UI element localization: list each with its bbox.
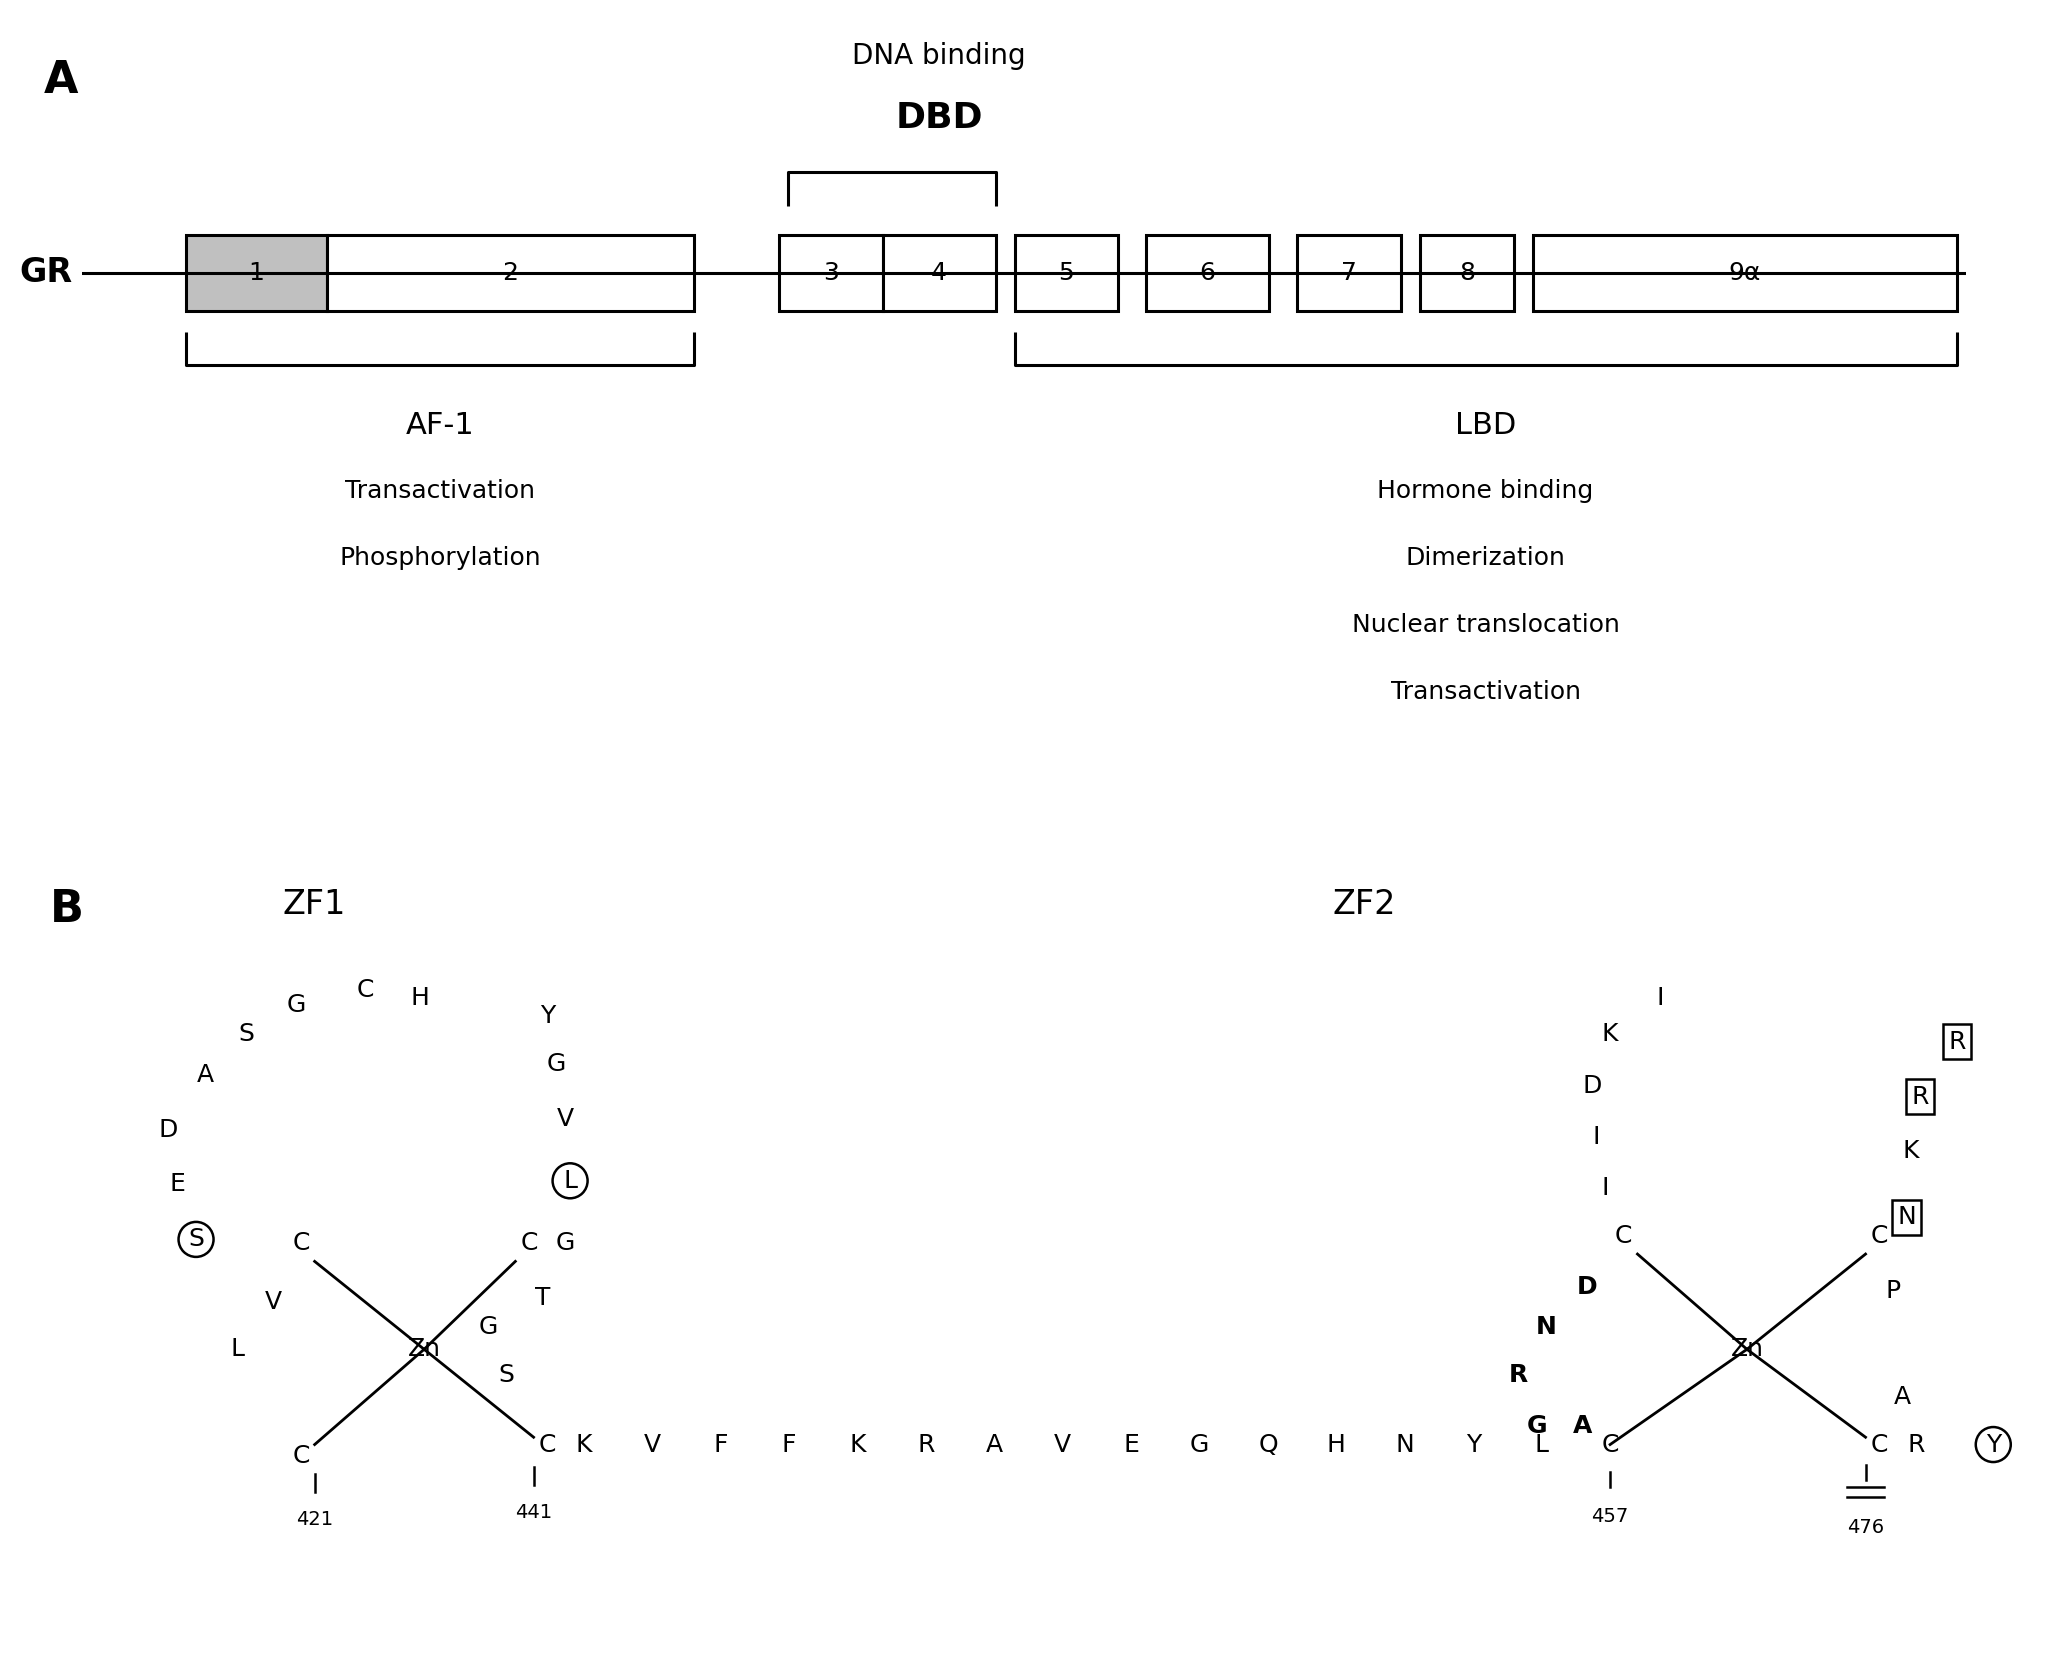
Text: N: N <box>1395 1432 1415 1457</box>
Text: DBD: DBD <box>895 101 983 134</box>
Text: 1: 1 <box>248 260 264 285</box>
Text: C: C <box>539 1432 555 1457</box>
Text: C: C <box>293 1231 309 1256</box>
Text: H: H <box>1327 1432 1346 1457</box>
Text: C: C <box>1602 1432 1618 1457</box>
Text: G: G <box>555 1231 575 1256</box>
Text: F: F <box>782 1432 797 1457</box>
Text: L: L <box>1534 1432 1548 1457</box>
Text: E: E <box>170 1172 186 1197</box>
Text: Transactivation: Transactivation <box>1391 680 1581 704</box>
Text: 2: 2 <box>502 260 518 285</box>
Text: ZF1: ZF1 <box>283 888 346 920</box>
Text: 421: 421 <box>297 1511 334 1530</box>
Text: 7: 7 <box>1341 260 1358 285</box>
Text: D: D <box>1577 1274 1597 1300</box>
Text: Y: Y <box>541 1004 555 1028</box>
Text: Transactivation: Transactivation <box>344 479 535 502</box>
Text: 9α: 9α <box>1729 260 1761 285</box>
Bar <box>778 235 883 311</box>
Text: K: K <box>1602 1023 1618 1046</box>
Text: C: C <box>1616 1224 1632 1247</box>
Text: K: K <box>850 1432 866 1457</box>
Text: 8: 8 <box>1458 260 1475 285</box>
Bar <box>328 235 694 311</box>
Text: Hormone binding: Hormone binding <box>1378 479 1593 502</box>
Text: GR: GR <box>18 257 72 289</box>
Text: C: C <box>1870 1224 1888 1247</box>
Text: R: R <box>1911 1085 1929 1108</box>
Text: G: G <box>547 1051 565 1076</box>
Text: Nuclear translocation: Nuclear translocation <box>1352 613 1620 636</box>
Text: ZF2: ZF2 <box>1331 888 1395 920</box>
Text: A: A <box>197 1063 213 1086</box>
Text: 3: 3 <box>823 260 840 285</box>
Text: Zn: Zn <box>1731 1336 1763 1362</box>
Bar <box>1296 235 1401 311</box>
Text: C: C <box>293 1444 309 1467</box>
Text: V: V <box>557 1106 573 1130</box>
Text: F: F <box>713 1432 727 1457</box>
Text: C: C <box>1870 1432 1888 1457</box>
Text: S: S <box>238 1023 254 1046</box>
Text: G: G <box>1190 1432 1208 1457</box>
Text: G: G <box>479 1315 498 1340</box>
Text: V: V <box>1055 1432 1071 1457</box>
Text: S: S <box>498 1363 514 1387</box>
Text: 6: 6 <box>1200 260 1217 285</box>
Text: S: S <box>188 1227 205 1251</box>
Text: I: I <box>1593 1125 1599 1148</box>
Text: 476: 476 <box>1847 1518 1884 1536</box>
Text: DNA binding: DNA binding <box>852 42 1026 71</box>
Bar <box>883 235 995 311</box>
Text: B: B <box>49 888 84 930</box>
Text: K: K <box>575 1432 592 1457</box>
Text: A: A <box>985 1432 1004 1457</box>
Text: A: A <box>1894 1385 1911 1409</box>
Text: V: V <box>643 1432 662 1457</box>
Text: 441: 441 <box>514 1503 553 1523</box>
Text: Q: Q <box>1257 1432 1278 1457</box>
Text: L: L <box>563 1169 578 1192</box>
Text: C: C <box>356 979 373 1002</box>
Text: R: R <box>1509 1363 1528 1387</box>
Text: LBD: LBD <box>1454 411 1516 440</box>
Text: A: A <box>1573 1414 1593 1439</box>
Bar <box>1532 235 1956 311</box>
Bar <box>1147 235 1270 311</box>
Text: V: V <box>264 1289 283 1313</box>
Text: AF-1: AF-1 <box>406 411 475 440</box>
Text: Phosphorylation: Phosphorylation <box>340 546 541 569</box>
Text: H: H <box>410 986 428 1009</box>
Text: I: I <box>1657 986 1665 1009</box>
Text: 457: 457 <box>1591 1506 1628 1526</box>
Text: N: N <box>1536 1315 1556 1340</box>
Text: G: G <box>287 992 305 1017</box>
Text: 4: 4 <box>932 260 948 285</box>
Bar <box>1419 235 1513 311</box>
Text: I: I <box>1602 1175 1610 1200</box>
Text: Y: Y <box>1987 1432 2001 1457</box>
Text: D: D <box>160 1118 178 1142</box>
Text: R: R <box>1948 1029 1966 1054</box>
Bar <box>186 235 328 311</box>
Text: L: L <box>229 1336 244 1362</box>
Text: G: G <box>1528 1414 1548 1439</box>
Text: D: D <box>1583 1073 1602 1098</box>
Text: R: R <box>1907 1432 1925 1457</box>
Text: Zn: Zn <box>408 1336 440 1362</box>
Text: P: P <box>1886 1279 1901 1303</box>
Text: N: N <box>1896 1206 1917 1229</box>
Text: R: R <box>918 1432 934 1457</box>
Bar <box>1014 235 1118 311</box>
Text: E: E <box>1122 1432 1139 1457</box>
Text: T: T <box>535 1286 551 1310</box>
Text: Y: Y <box>1466 1432 1481 1457</box>
Text: A: A <box>45 59 78 102</box>
Text: C: C <box>520 1231 539 1256</box>
Text: 5: 5 <box>1059 260 1075 285</box>
Text: K: K <box>1903 1140 1919 1164</box>
Text: Dimerization: Dimerization <box>1405 546 1565 569</box>
